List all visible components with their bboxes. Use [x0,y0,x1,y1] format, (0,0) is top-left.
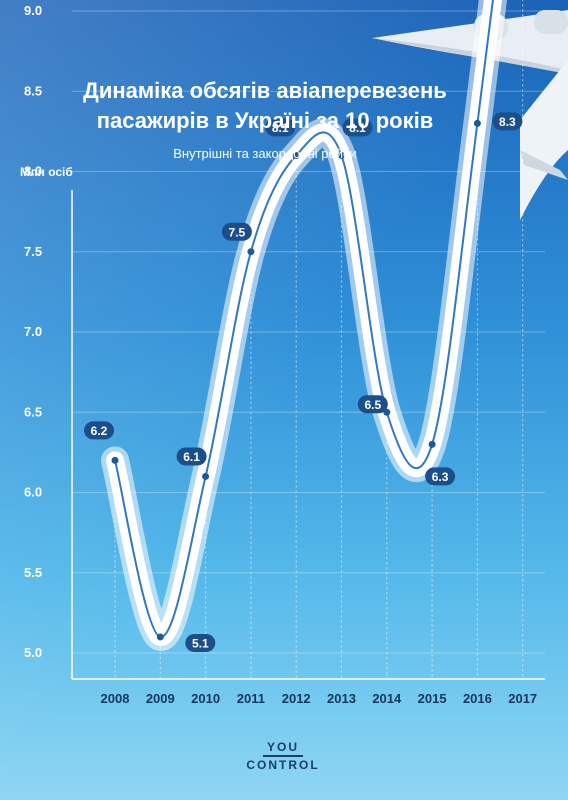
value-label-bg [221,222,252,241]
x-tick-label: 2012 [282,691,311,706]
y-tick-label: 6.5 [24,404,42,419]
value-label-bg [84,421,114,440]
youcontrol-logo: YOU CONTROL [238,738,328,773]
value-label-bg [357,395,388,414]
x-tick-label: 2009 [146,691,175,706]
x-tick-label: 2017 [508,691,537,706]
x-tick-label: 2016 [463,691,492,706]
data-point [111,456,119,464]
value-label: 8.1 [349,121,366,135]
y-tick-label: 8.5 [24,83,42,98]
x-tick-label: 2013 [327,691,356,706]
y-tick-label: 5.0 [24,645,42,660]
y-tick-label: 7.5 [24,244,42,259]
value-label: 8.1 [272,121,289,135]
y-tick-label: 8.0 [24,164,42,179]
y-tick-label: 7.0 [24,324,42,339]
x-tick-label: 2014 [372,691,402,706]
data-point [292,151,300,159]
title-line-2: пасажирів в Україні за 10 років [96,108,434,133]
value-label: 7.5 [229,225,246,239]
value-label: 6.5 [364,398,381,412]
x-tick-label: 2011 [237,691,265,706]
x-tick-label: 2010 [191,691,220,706]
data-point [428,440,436,448]
value-label-bg [176,447,207,466]
chart-title: Динаміка обсягів авіаперевезень пасажирі… [40,76,490,136]
data-point [473,119,481,127]
x-tick-label: 2015 [418,691,447,706]
data-point [156,633,164,641]
y-tick-label: 5.5 [24,565,42,580]
y-tick-label: 9.0 [24,3,42,18]
y-axis-label: Млн осіб [20,165,73,179]
value-label-bg [342,118,373,137]
value-label: 6.3 [432,470,449,484]
value-label: 5.1 [192,636,209,650]
logo-line-2: CONTROL [246,758,320,772]
value-label-bg [492,112,523,131]
data-point [247,248,255,256]
y-tick-label: 6.0 [24,485,42,500]
logo-line-1: YOU [262,741,303,757]
x-tick-label: 2008 [101,691,130,706]
chart-subtitle: Внутрішні та закордонні рейси [173,146,357,161]
value-label: 8.3 [499,115,516,129]
value-label-bg [425,467,456,486]
value-label-bg [185,633,216,652]
title-line-1: Динаміка обсягів авіаперевезень [83,78,447,103]
value-label-bg [265,118,296,137]
value-label: 6.2 [91,424,108,438]
value-label: 6.1 [183,450,200,464]
data-point [202,472,210,480]
data-point [338,151,345,159]
